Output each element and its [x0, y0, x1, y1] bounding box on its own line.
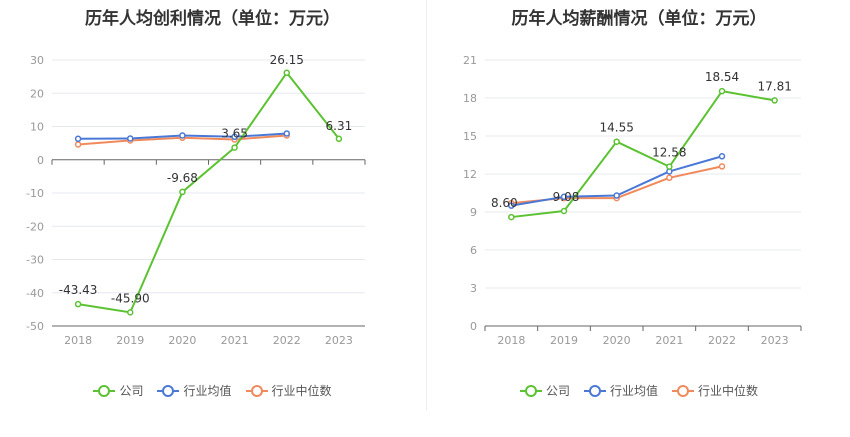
y-tick-label: -30 — [26, 254, 44, 267]
legend-label-industry-avg: 行业均值 — [183, 384, 232, 398]
y-tick-label: 18 — [463, 92, 477, 105]
y-tick-label: -20 — [26, 220, 44, 233]
x-tick-label: 2023 — [761, 334, 789, 347]
data-label: 17.81 — [757, 79, 791, 93]
y-tick-label: 9 — [470, 206, 477, 219]
y-tick-label: 15 — [463, 130, 477, 143]
x-tick-label: 2018 — [497, 334, 525, 347]
data-point-industry-avg — [613, 192, 620, 199]
data-label: 26.15 — [270, 53, 304, 67]
y-tick-label: 10 — [30, 121, 44, 134]
data-label: 12.58 — [652, 146, 686, 160]
legend-item-industry-avg[interactable]: 行业均值 — [583, 382, 658, 399]
data-point-company — [560, 207, 568, 215]
x-tick-label: 2020 — [603, 334, 631, 347]
profit-chart-panel: 历年人均创利情况（单位：万元） 30 20 10 0 -10 -20 -30 -40 -50 20… — [0, 9, 425, 399]
legend-item-company[interactable]: 公司 — [93, 382, 143, 399]
x-tick-label: 2022 — [708, 334, 736, 347]
data-point-company — [179, 188, 186, 196]
data-point-industry-avg — [560, 193, 568, 201]
data-point-industry-median — [666, 174, 673, 182]
legend-item-industry-median[interactable]: 行业中位数 — [245, 382, 332, 399]
y-tick-label: -40 — [26, 287, 44, 300]
y-tick-label: 30 — [30, 54, 44, 67]
data-label: 14.55 — [599, 121, 633, 135]
y-tick-label: 20 — [30, 87, 44, 100]
data-point-company — [718, 87, 726, 95]
profit-chart: 30 20 10 0 -10 -20 -30 -40 -50 2018 2019 2020 2021 20… — [26, 53, 366, 347]
salary-chart: 21 18 15 12 9 6 3 0 2018 2019 2020 2021 2022 2023 8.60… — [463, 54, 802, 347]
legend-marker-company — [519, 384, 542, 397]
x-tick-label: 2018 — [64, 334, 92, 347]
y-tick-label: 3 — [470, 282, 477, 295]
y-tick-label: 12 — [463, 168, 477, 181]
x-tick-label: 2019 — [116, 334, 144, 347]
data-point-company — [74, 300, 82, 308]
data-point-company — [613, 138, 620, 145]
data-point-industry-median — [74, 141, 82, 148]
x-tick-label: 2023 — [325, 334, 353, 347]
y-tick-label: 0 — [470, 320, 477, 333]
legend-marker-industry-median — [672, 384, 694, 397]
salary-chart-title: 历年人均薪酬情况（单位：万元） — [511, 9, 767, 29]
data-point-company — [231, 144, 238, 151]
data-point-industry-avg — [231, 133, 238, 141]
salary-chart-panel: 历年人均薪酬情况（单位：万元） 21 18 15 12 9 6 3 0 2018 2019 2020… — [428, 0, 850, 437]
data-label: -43.43 — [59, 283, 98, 297]
data-label: -9.68 — [167, 171, 198, 185]
panel-divider — [426, 0, 427, 410]
legend-item-company[interactable]: 公司 — [519, 382, 570, 399]
data-point-company — [666, 163, 673, 170]
y-tick-label: -10 — [26, 187, 44, 200]
y-tick-label: -50 — [26, 320, 44, 333]
y-tick-label: 0 — [37, 154, 44, 167]
salary-chart-legend: 公司 行业均值 行业中位数 — [428, 382, 850, 399]
data-label: 6.31 — [326, 119, 353, 133]
x-tick-label: 2022 — [273, 334, 301, 347]
data-point-industry-avg — [283, 130, 290, 137]
data-point-industry-median — [718, 163, 726, 170]
data-label: 3.65 — [221, 127, 248, 141]
x-tick-label: 2019 — [550, 334, 578, 347]
series-line-company — [77, 71, 340, 314]
data-label: 9.08 — [553, 190, 580, 204]
data-point-company — [335, 135, 343, 143]
data-point-company — [283, 69, 290, 77]
data-point-company — [508, 213, 515, 221]
legend-label-industry-median: 行业中位数 — [271, 384, 332, 398]
legend-label-industry-median: 行业中位数 — [698, 384, 759, 398]
legend-marker-industry-avg — [157, 384, 180, 397]
x-tick-label: 2020 — [168, 334, 196, 347]
legend-label-industry-avg: 行业均值 — [609, 384, 658, 398]
legend-marker-industry-median — [245, 384, 268, 397]
legend-label-company: 公司 — [119, 384, 144, 398]
data-point-industry-avg — [74, 135, 82, 143]
legend-label-company: 公司 — [545, 384, 570, 398]
series-line-company — [511, 90, 775, 219]
data-point-industry-avg — [179, 132, 186, 139]
data-label: 8.60 — [491, 196, 518, 210]
legend-marker-industry-avg — [583, 384, 606, 397]
data-point-industry-avg — [127, 135, 134, 142]
profit-chart-legend: 公司 行业均值 行业中位数 — [0, 382, 425, 399]
profit-chart-title: 历年人均创利情况（单位：万元） — [85, 9, 340, 29]
legend-item-industry-avg[interactable]: 行业均值 — [157, 382, 232, 399]
legend-item-industry-median[interactable]: 行业中位数 — [672, 382, 758, 399]
data-point-company — [127, 309, 134, 316]
data-label: 18.54 — [705, 70, 739, 84]
x-tick-label: 2021 — [655, 334, 683, 347]
y-tick-label: 21 — [463, 54, 477, 67]
data-point-company — [771, 97, 778, 104]
data-point-industry-avg — [718, 153, 726, 160]
data-label: -45.90 — [111, 291, 150, 305]
y-tick-label: 6 — [470, 244, 477, 257]
data-point-industry-avg — [508, 202, 515, 209]
legend-marker-company — [93, 384, 116, 397]
x-tick-label: 2021 — [221, 334, 249, 347]
